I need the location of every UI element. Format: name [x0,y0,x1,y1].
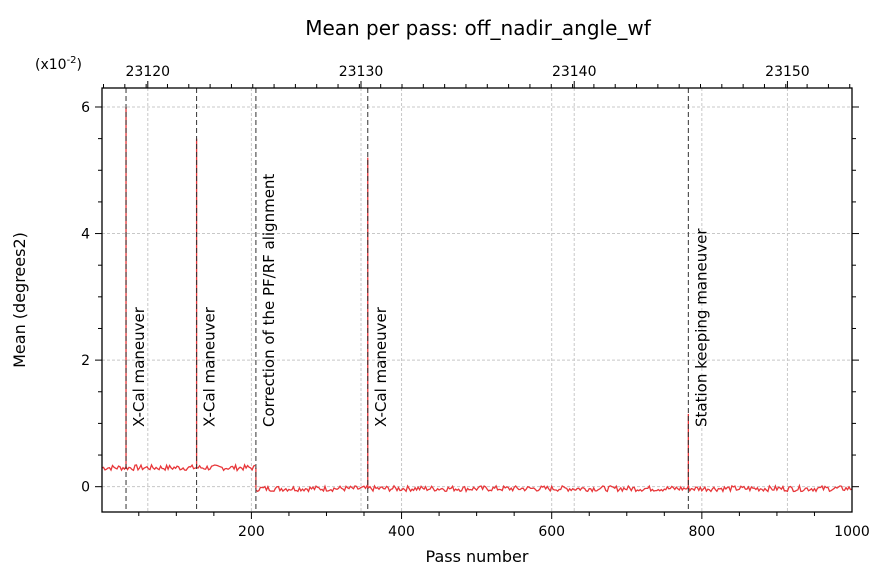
x-axis-label: Pass number [426,547,529,566]
plot-area: X-Cal maneuver X-Cal maneuver Correction o… [81,64,869,540]
y-axis-label: Mean (degrees2) [10,232,29,368]
event-label: X-Cal maneuver [130,306,148,427]
y-tick-label: 0 [81,480,90,496]
x-tick-label: 400 [388,524,415,540]
event-label: Correction of the PF/RF alignment [260,174,278,427]
top-tick-label: 23130 [339,64,384,80]
y-tick-label: 6 [81,100,90,116]
plot-frame [101,87,853,513]
y-tick-label: 4 [81,227,90,243]
top-tick-label: 23140 [552,64,597,80]
event-label: Station keeping maneuver [692,228,710,427]
top-tick-label: 23120 [126,64,171,80]
x-tick-label: 600 [538,524,565,540]
event-label: X-Cal maneuver [372,306,390,427]
series-line [255,483,853,494]
y-scale-label: (x10-2) [35,55,82,73]
top-tick-label: 23150 [765,64,810,80]
y-scale-suffix: ) [77,57,82,73]
y-tick-label: 2 [81,353,90,369]
y-scale-prefix: (x10 [35,57,67,73]
x-tick-label: 800 [688,524,715,540]
series-line [101,463,256,472]
event-label: X-Cal maneuver [201,306,219,427]
chart-title: Mean per pass: off_nadir_angle_wf [305,16,652,40]
x-tick-label: 1000 [834,524,869,540]
x-tick-label: 200 [238,524,265,540]
y-scale-exponent: -2 [67,55,77,66]
